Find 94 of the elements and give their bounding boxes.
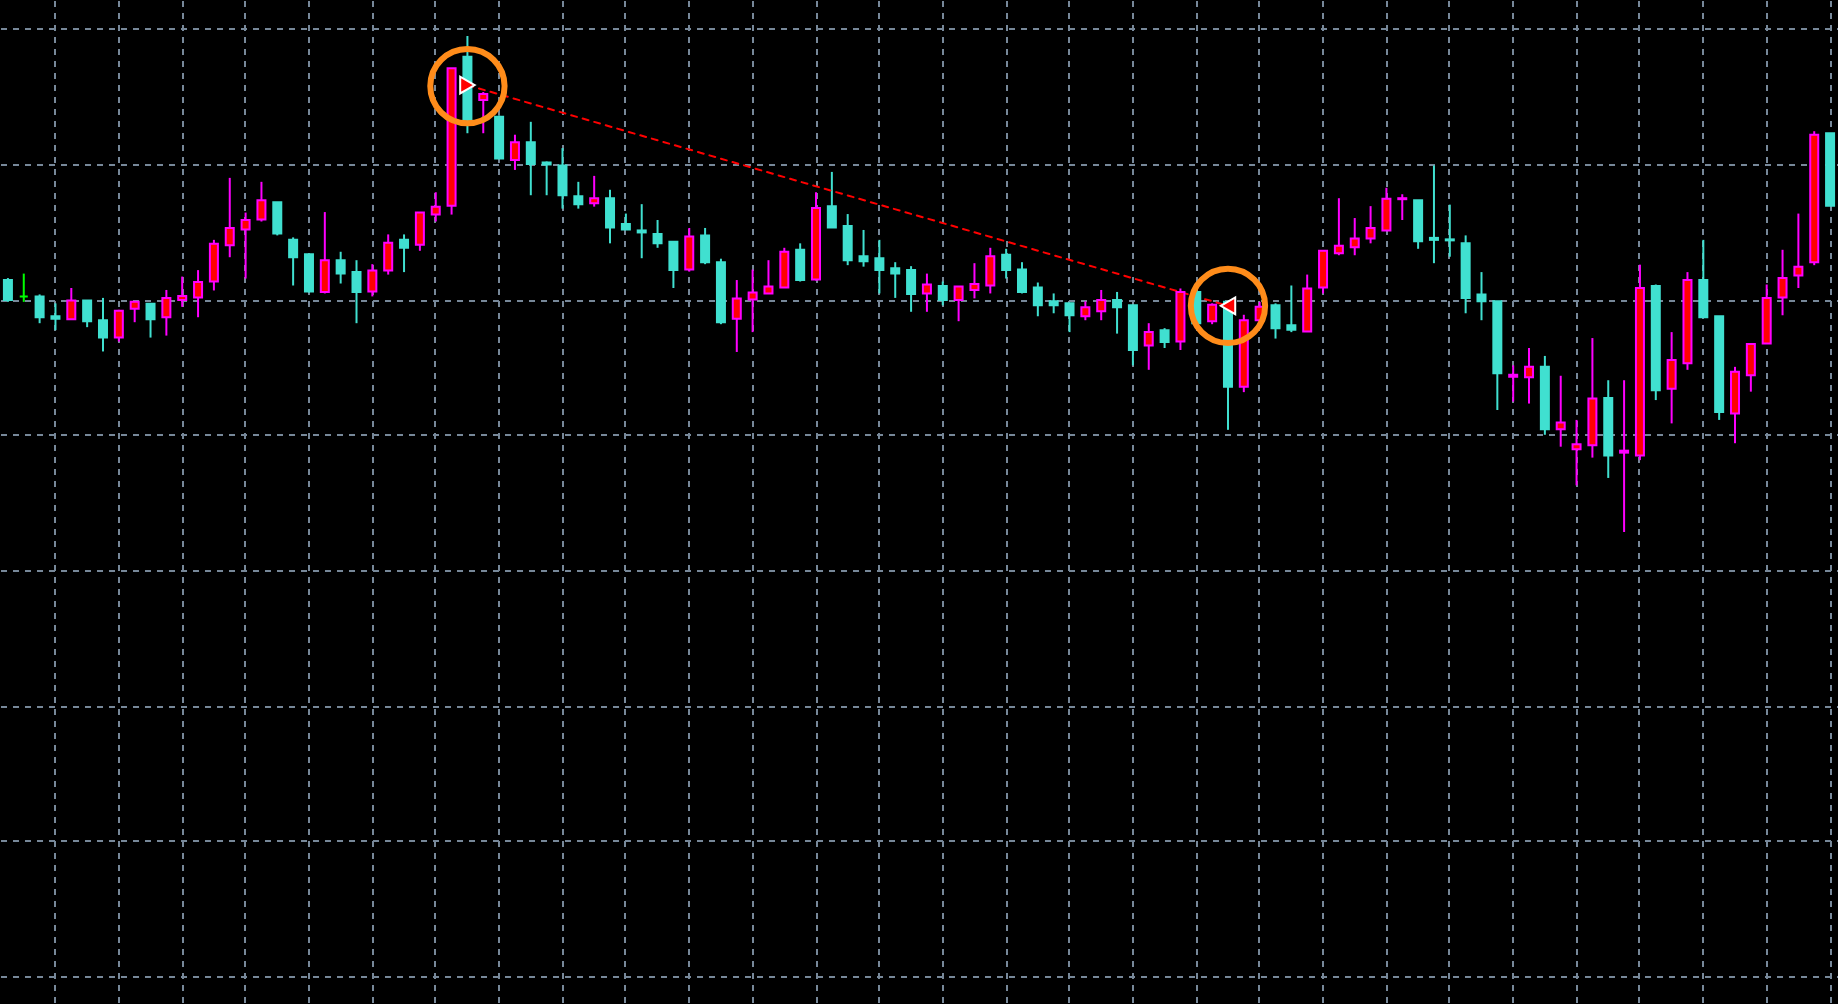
candlestick — [795, 242, 806, 283]
candlestick — [478, 91, 489, 135]
candlestick — [288, 236, 299, 287]
candlestick — [367, 263, 378, 298]
candlestick — [842, 213, 853, 267]
candlestick — [129, 300, 140, 324]
candlestick — [1001, 247, 1012, 280]
candlestick — [256, 180, 267, 223]
candlestick — [1777, 248, 1788, 317]
candlestick — [525, 120, 536, 197]
candlestick — [1413, 199, 1424, 250]
candlestick — [351, 259, 362, 325]
candlestick — [1127, 304, 1138, 367]
candlestick — [731, 279, 742, 353]
candlestick — [383, 233, 394, 276]
candlestick — [319, 211, 330, 295]
candlestick — [890, 261, 901, 299]
candlestick — [874, 238, 885, 295]
candlestick — [652, 219, 663, 249]
candlestick — [1112, 290, 1123, 335]
candlestick — [240, 211, 251, 280]
candlestick — [430, 191, 441, 223]
candlestick — [969, 262, 980, 300]
candlestick — [589, 174, 600, 208]
candlestick — [684, 226, 695, 273]
candlestick — [985, 246, 996, 295]
candlestick — [1096, 288, 1107, 322]
candlestick — [1333, 197, 1344, 257]
candlestick — [921, 272, 932, 313]
candlestick — [1286, 284, 1297, 334]
candlestick — [1666, 331, 1677, 425]
candlestick — [1365, 205, 1376, 245]
candlestick — [399, 233, 410, 274]
candlestick — [113, 308, 124, 343]
candlestick — [1761, 283, 1772, 345]
candlestick — [636, 203, 647, 260]
candlestick — [747, 268, 758, 334]
candlestick — [1444, 203, 1455, 258]
candlestick — [145, 302, 156, 339]
candlestick — [1730, 365, 1741, 445]
candlestick — [97, 296, 108, 353]
candlestick — [1793, 212, 1804, 289]
candlestick — [1745, 343, 1756, 393]
candlestick — [906, 265, 917, 313]
candlestick — [779, 246, 790, 289]
candlestick — [1619, 379, 1630, 534]
candlestick — [224, 176, 235, 259]
candlestick — [700, 226, 711, 266]
candlestick — [1270, 302, 1281, 340]
candlestick — [494, 114, 505, 160]
candlestick — [953, 285, 964, 323]
candlestick — [557, 147, 568, 210]
candlestick — [303, 253, 314, 294]
candlestick — [1524, 346, 1535, 405]
candlestick — [1048, 292, 1059, 315]
candlestick — [1555, 374, 1566, 448]
candlestick — [1476, 271, 1487, 322]
candlestick — [826, 170, 837, 229]
candlestick — [1318, 249, 1329, 295]
candlestick — [937, 280, 948, 307]
candlestick — [177, 275, 188, 308]
candlestick — [858, 228, 869, 268]
candlestick — [1064, 302, 1075, 334]
candlestick — [1698, 238, 1709, 319]
candlestick — [668, 240, 679, 289]
candlestick — [2, 277, 13, 303]
candlestick — [193, 269, 204, 319]
candlestick — [414, 211, 425, 252]
candlestick — [541, 160, 552, 197]
candlestick — [1032, 281, 1043, 318]
candlestick — [1159, 327, 1170, 349]
candlestick — [1016, 261, 1027, 295]
candlestick — [605, 188, 616, 245]
candlestick — [1302, 273, 1313, 333]
candlestick — [1080, 300, 1091, 322]
candlestick — [335, 250, 346, 285]
candlestick — [1349, 217, 1360, 257]
candlestick — [509, 133, 520, 171]
candlestick — [161, 288, 172, 337]
candlestick — [1381, 186, 1392, 232]
candlestick — [573, 180, 584, 210]
candlestick — [50, 302, 61, 332]
candlestick — [1571, 418, 1582, 487]
candlestick — [208, 238, 219, 292]
candlestick — [1143, 322, 1154, 371]
candlestick — [1508, 364, 1519, 403]
candlestick — [272, 201, 283, 237]
candlestick — [1428, 164, 1439, 265]
candlestick — [66, 286, 77, 321]
candlestick — [82, 299, 93, 329]
candlestick — [34, 293, 45, 325]
candlestick — [763, 259, 774, 295]
candlestick — [1397, 193, 1408, 222]
candlestick — [1587, 337, 1598, 459]
